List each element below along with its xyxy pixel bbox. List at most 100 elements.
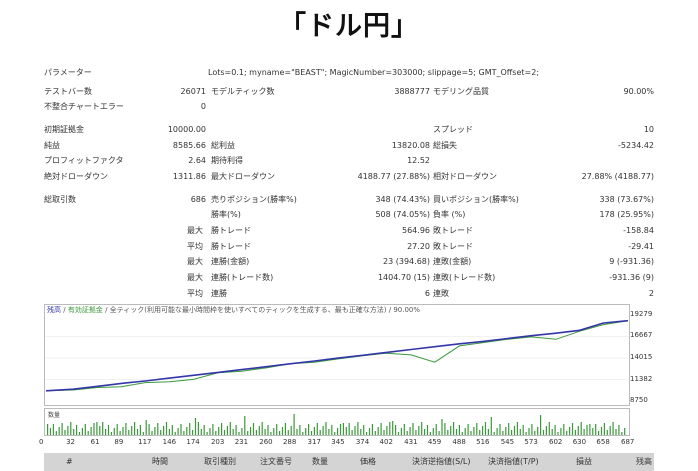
volume-bar <box>102 422 104 435</box>
volume-bar <box>180 424 182 435</box>
volume-bar <box>528 428 530 435</box>
volume-bar <box>586 425 588 435</box>
consec-loss-amount-value: 9 (-931.36) <box>609 257 654 266</box>
x-tick-label: 146 <box>162 438 177 446</box>
volume-bar <box>70 422 72 435</box>
volume-bar <box>157 423 159 435</box>
col-volume: 数量 <box>312 457 328 466</box>
abs-drawdown-label: 絶対ドローダウン <box>44 172 108 181</box>
volume-bar <box>618 425 620 435</box>
volume-bar <box>165 422 168 435</box>
volume-bar <box>380 423 382 435</box>
volume-bar <box>554 425 556 435</box>
x-tick-label: 658 <box>596 438 610 446</box>
report-summary: パラメーター Lots=0.1; myname="BEAST"; MagicNu… <box>44 68 654 298</box>
volume-bar <box>435 424 437 435</box>
volume-bar <box>325 422 327 435</box>
volume-bar <box>389 422 391 435</box>
volume-bar <box>392 421 394 435</box>
x-tick-label: 402 <box>379 438 393 446</box>
volume-bar <box>600 427 603 435</box>
avg-consec-win-label: 連勝 <box>211 289 227 298</box>
volume-bar <box>107 425 110 435</box>
volume-bar <box>525 432 527 435</box>
initial-deposit-label: 初期証拠金 <box>44 125 84 134</box>
volume-bar <box>64 430 66 435</box>
test-bars-value: 26071 <box>180 87 206 96</box>
volume-bar <box>218 427 220 435</box>
volume-bar <box>84 424 86 435</box>
volume-bar <box>557 432 559 435</box>
volume-bar <box>592 428 594 435</box>
x-tick-label: 488 <box>452 438 466 446</box>
rel-drawdown-value: 27.88% (4188.77) <box>581 172 654 181</box>
volume-bar <box>49 428 52 435</box>
volume-bar <box>522 425 524 435</box>
col-price: 価格 <box>360 457 376 466</box>
abs-drawdown-value: 1311.86 <box>172 172 206 181</box>
volume-bar <box>244 416 246 435</box>
consec-win-trades-label: 連勝(トレード数) <box>211 273 274 282</box>
volume-bar <box>247 431 249 435</box>
volume-bar <box>574 430 576 435</box>
volume-bar <box>560 428 562 435</box>
volume-bar <box>455 429 458 435</box>
legend-balance: 残高 <box>47 306 61 314</box>
volume-bar <box>499 424 501 435</box>
x-tick-label: 231 <box>234 438 249 446</box>
volume-bar <box>482 426 484 435</box>
volume-bar <box>447 430 449 435</box>
long-positions-label: 買いポジション(勝率%) <box>433 195 519 204</box>
max-label: 最大 <box>187 226 203 235</box>
col-time: 時間 <box>152 457 168 466</box>
volume-bar <box>403 424 405 435</box>
equity-series-line <box>45 320 629 392</box>
volume-bar <box>81 428 83 435</box>
avg-loss-trade-value: -29.41 <box>628 242 654 251</box>
volume-bar <box>194 418 197 435</box>
max-loss-trade-label: 敗トレード <box>433 226 473 235</box>
y-tick-label: 14015 <box>630 352 653 361</box>
x-tick-label: 0 <box>39 438 44 446</box>
volume-bar <box>171 425 173 435</box>
volume-bar <box>110 432 112 435</box>
col-profit: 損益 <box>576 457 592 466</box>
volume-bar <box>421 422 423 435</box>
volume-bar <box>511 430 513 435</box>
consec-loss-amount-label: 連敗(金額) <box>433 257 472 266</box>
volume-bar <box>516 422 518 435</box>
col-tp: 決済指値(T/P) <box>488 457 539 466</box>
volume-bar <box>409 427 411 435</box>
volume-bar <box>357 422 359 435</box>
volume-bar <box>424 429 426 435</box>
initial-deposit-value: 10000.00 <box>167 125 206 134</box>
volume-bar <box>255 430 257 435</box>
test-bars-label: テストバー数 <box>44 87 92 96</box>
volume-bar <box>119 431 121 435</box>
x-tick-label: 89 <box>114 438 124 446</box>
volume-bar <box>145 420 147 435</box>
volume-bar <box>548 422 550 435</box>
legend-model-text: 全ティック(利用可能な最小時間枠を使いすべてのティックを生成する、最も正確な方法… <box>109 306 421 314</box>
volume-bar <box>537 427 539 435</box>
parameters-value: Lots=0.1; myname="BEAST"; MagicNumber=30… <box>208 68 540 77</box>
volume-bar <box>287 430 289 435</box>
volume-bar <box>290 426 292 435</box>
volume-bar <box>238 432 240 435</box>
volume-bar <box>279 431 281 435</box>
volume-bar <box>273 428 275 435</box>
loss-rate-value: 178 (25.95%) <box>599 210 654 219</box>
model-quality-value: 90.00% <box>623 87 654 96</box>
rel-drawdown-label: 相対ドローダウン <box>433 172 497 181</box>
volume-bar <box>134 422 136 435</box>
balance-chart-plot <box>45 319 629 392</box>
x-tick-label: 374 <box>355 438 370 446</box>
x-tick-label: 117 <box>138 438 152 446</box>
volume-bar <box>464 428 466 435</box>
volume-label: 数量 <box>48 412 61 419</box>
volume-bar <box>99 426 101 435</box>
volume-bar <box>400 428 402 435</box>
volume-bar <box>598 431 600 435</box>
volume-bar <box>450 426 452 435</box>
x-tick-label: 203 <box>210 438 225 446</box>
